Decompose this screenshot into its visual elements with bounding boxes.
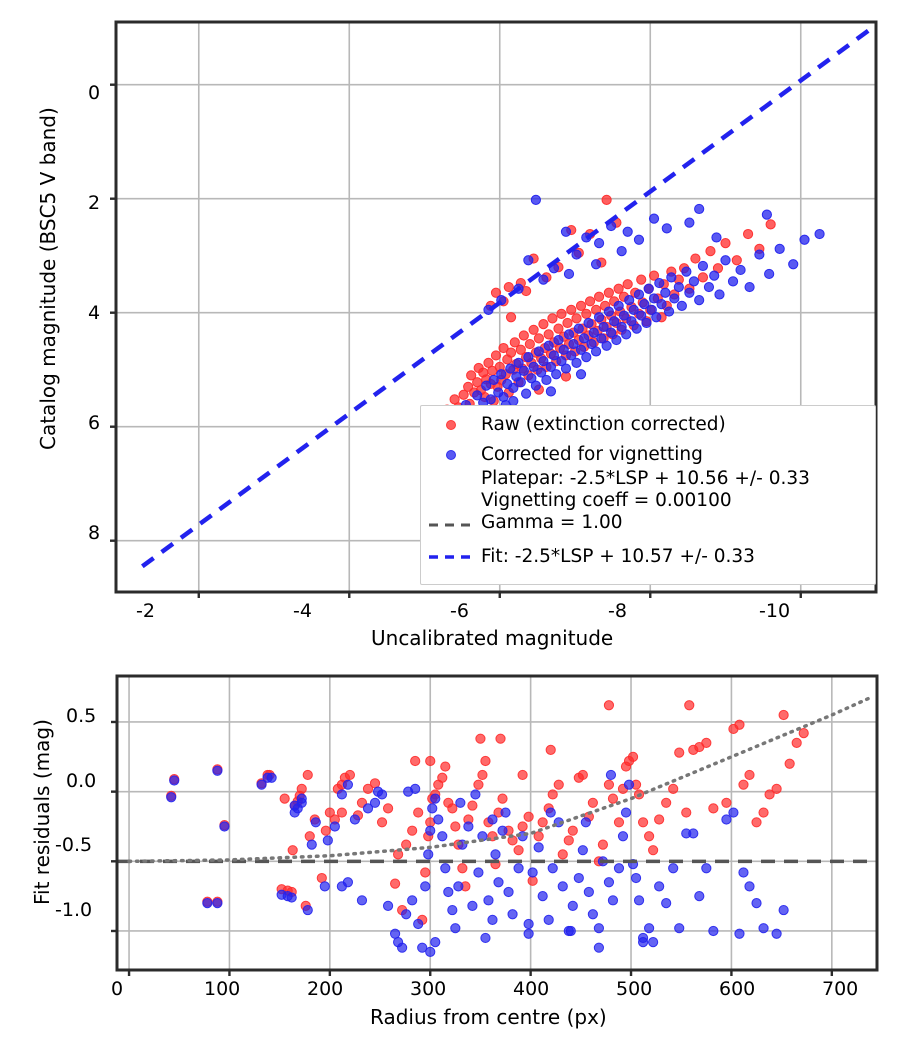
bottom-ytick-label: -0.5 [55, 834, 93, 856]
top-xtick-label: -6 [450, 600, 469, 622]
legend-line-platepar [421, 490, 481, 527]
bottom-xtick-label: 200 [307, 978, 344, 1000]
bottom-ytick-label: -1.0 [55, 899, 93, 921]
bottom-xtick-label: 400 [513, 978, 550, 1000]
bottom-xtick-label: 100 [204, 978, 241, 1000]
top-ytick-label: 2 [88, 192, 101, 214]
top-ytick-label: 0 [88, 82, 101, 104]
top-xtick-label: -8 [608, 600, 627, 622]
top-ytick-label: 6 [88, 412, 101, 434]
legend-entry-fit[interactable]: Fit: -2.5*LSP + 10.57 +/- 0.33 [421, 546, 755, 568]
bottom-ytick-label: 0.5 [66, 705, 97, 727]
legend-line-fit [421, 546, 481, 568]
bottom-xaxis-title: Radius from centre (px) [370, 1005, 607, 1029]
legend-entry-raw[interactable]: Raw (extinction corrected) [421, 414, 726, 436]
legend-entry-platepar[interactable]: Platepar: -2.5*LSP + 10.56 +/- 0.33 Vign… [421, 468, 810, 534]
bottom-xtick-label: 700 [822, 978, 859, 1000]
top-xtick-label: -10 [759, 600, 791, 622]
top-ytick-label: 8 [88, 522, 101, 544]
top-xtick-label: -2 [136, 600, 155, 622]
legend-label-corrected: Corrected for vignetting [481, 444, 703, 465]
legend-marker-raw [421, 414, 481, 436]
bottom-ytick-label: 0.0 [66, 770, 97, 792]
bottom-xtick-label: 500 [616, 978, 653, 1000]
top-xaxis-title: Uncalibrated magnitude [371, 626, 614, 650]
bottom-xtick-label: 600 [719, 978, 756, 1000]
legend-marker-corrected [421, 444, 481, 466]
bottom-xtick-label: 300 [410, 978, 447, 1000]
bottom-yaxis-title: Fit residuals (mag) [30, 719, 54, 905]
legend-label-platepar: Platepar: -2.5*LSP + 10.56 +/- 0.33 Vign… [481, 468, 810, 533]
bottom-xtick-label: 0 [111, 978, 124, 1000]
top-plot-legend: Raw (extinction corrected) Corrected for… [420, 405, 876, 585]
legend-entry-corrected[interactable]: Corrected for vignetting [421, 444, 703, 466]
legend-label-raw: Raw (extinction corrected) [481, 414, 726, 435]
top-ytick-label: 4 [88, 302, 101, 324]
top-xtick-label: -4 [293, 600, 312, 622]
legend-label-fit: Fit: -2.5*LSP + 10.57 +/- 0.33 [481, 546, 755, 567]
